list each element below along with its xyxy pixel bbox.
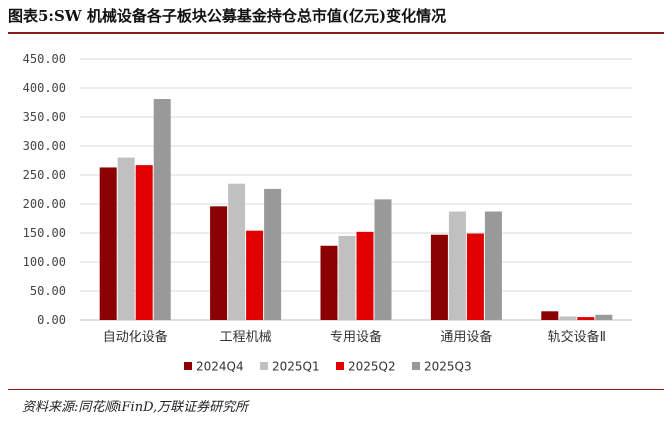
bar xyxy=(595,314,613,320)
bar xyxy=(153,99,171,321)
category-label: 专用设备 xyxy=(330,329,382,345)
bar xyxy=(559,316,577,320)
bar xyxy=(338,235,356,320)
legend-label: 2024Q4 xyxy=(196,360,244,374)
y-tick-label: 300.00 xyxy=(23,139,66,153)
category-label: 工程机械 xyxy=(220,330,272,345)
bar xyxy=(320,245,338,320)
y-tick-label: 200.00 xyxy=(23,197,66,211)
bar xyxy=(430,234,448,320)
bar xyxy=(356,231,374,320)
bar xyxy=(135,165,153,320)
title-divider xyxy=(8,32,664,34)
bar xyxy=(210,206,228,320)
bar xyxy=(246,230,264,320)
y-tick-label: 350.00 xyxy=(23,110,66,124)
y-tick-label: 0.00 xyxy=(37,313,66,327)
source-note: 资料来源:同花顺iFinD,万联证券研究所 xyxy=(22,400,249,415)
bar xyxy=(228,183,246,320)
y-tick-label: 400.00 xyxy=(23,81,66,95)
legend-label: 2025Q2 xyxy=(348,360,396,374)
legend-swatch xyxy=(184,362,192,370)
category-label: 自动化设备 xyxy=(103,329,168,345)
bar xyxy=(264,188,282,320)
y-tick-label: 100.00 xyxy=(23,255,66,269)
legend-swatch xyxy=(412,362,420,370)
bar xyxy=(577,317,595,320)
bar xyxy=(484,211,502,320)
bar xyxy=(99,167,117,320)
y-tick-label: 450.00 xyxy=(23,52,66,66)
y-tick-label: 150.00 xyxy=(23,226,66,240)
footer-divider xyxy=(8,389,664,390)
bar xyxy=(448,211,466,320)
y-tick-label: 50.00 xyxy=(30,284,66,298)
legend-swatch xyxy=(336,362,344,370)
bar xyxy=(374,199,392,320)
chart-title: 图表5:SW 机械设备各子板块公募基金持仓总市值(亿元)变化情况 xyxy=(8,7,447,25)
bar xyxy=(117,157,135,320)
bar xyxy=(541,311,559,320)
legend-label: 2025Q3 xyxy=(424,360,472,374)
bar xyxy=(466,233,484,320)
legend-label: 2025Q1 xyxy=(272,360,320,374)
y-tick-label: 250.00 xyxy=(23,168,66,182)
category-label: 轨交设备Ⅱ xyxy=(548,329,606,345)
legend-swatch xyxy=(260,362,268,370)
category-label: 通用设备 xyxy=(440,329,492,345)
